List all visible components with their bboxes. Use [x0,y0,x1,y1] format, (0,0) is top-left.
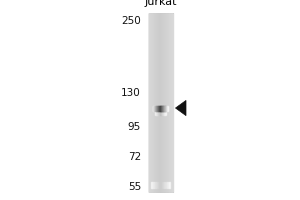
Text: 55: 55 [128,182,141,192]
Text: 130: 130 [121,88,141,98]
Text: Jurkat: Jurkat [144,0,177,7]
Text: 72: 72 [128,152,141,162]
Polygon shape [176,100,186,116]
Text: 250: 250 [121,16,141,26]
Bar [148,13,172,192]
Text: 95: 95 [128,122,141,132]
